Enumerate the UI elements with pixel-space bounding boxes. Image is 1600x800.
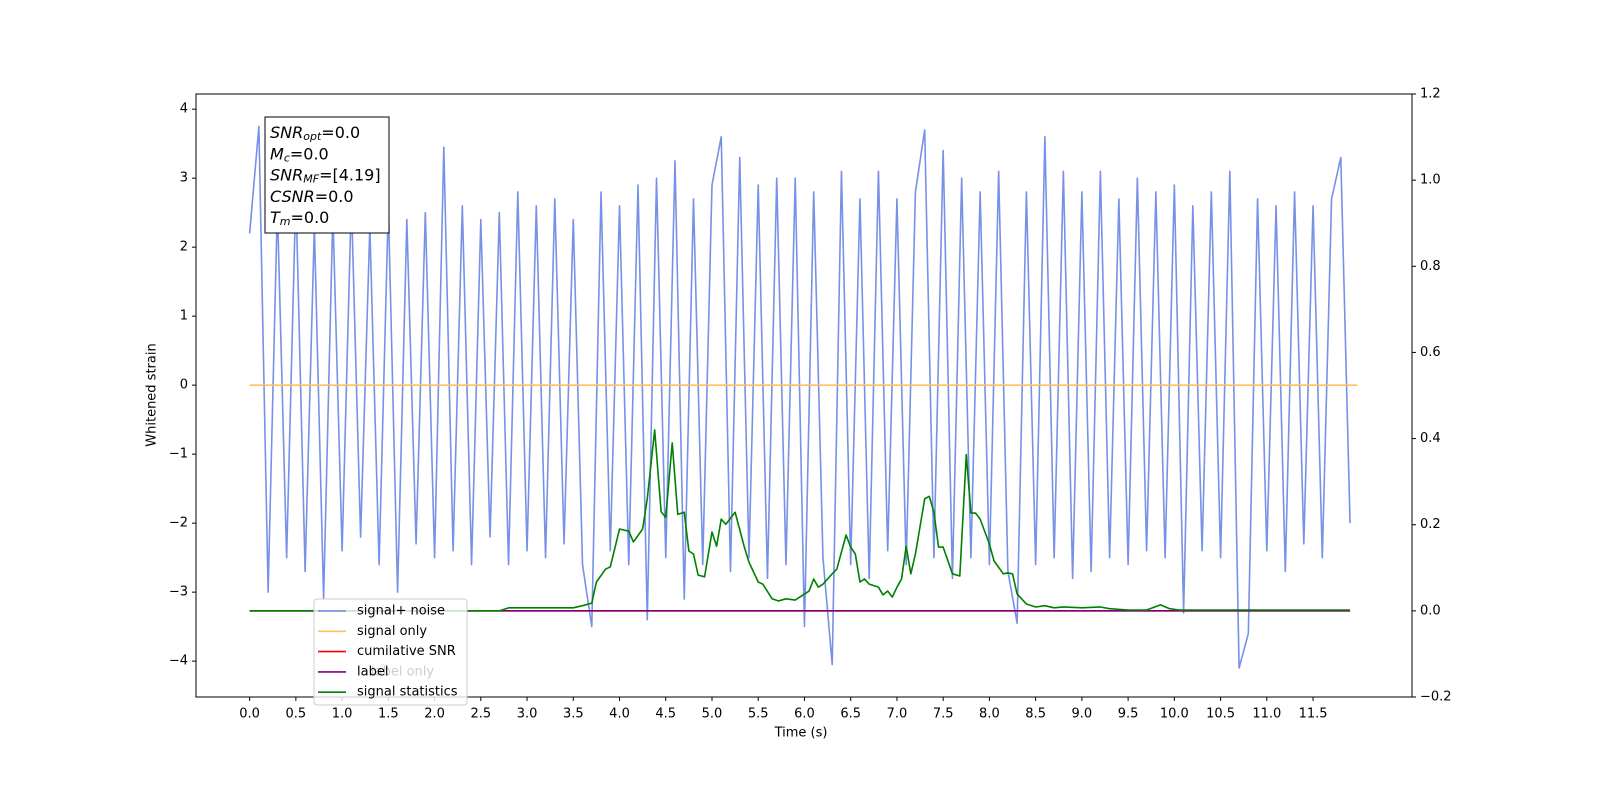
- legend-label: cumilative SNR: [357, 644, 456, 659]
- x-tick-label: 6.0: [794, 707, 815, 722]
- y-tick-label: 2: [180, 240, 188, 255]
- x-tick-label: 2.5: [470, 707, 491, 722]
- legend-label: label: [357, 664, 388, 679]
- x-tick-label: 4.0: [609, 707, 630, 722]
- y2-tick-label: 0.6: [1420, 345, 1441, 360]
- y2-tick-label: 0.2: [1420, 517, 1441, 532]
- annotation-sub: m: [280, 215, 291, 228]
- x-axis-label: Time (s): [774, 726, 828, 741]
- y2-tick-label: 1.0: [1420, 173, 1441, 188]
- x-tick-label: 8.5: [1025, 707, 1046, 722]
- y2-tick-label: 0.8: [1420, 259, 1441, 274]
- x-tick-label: 1.0: [332, 707, 353, 722]
- legend-label: signal+ noise: [357, 604, 445, 619]
- series-line: [248, 125, 1351, 669]
- x-tick-label: 2.0: [424, 707, 445, 722]
- annotation-value: =0.0: [315, 186, 354, 205]
- annotation: Mc=0.0: [270, 144, 329, 165]
- annotation-base: T: [270, 208, 281, 227]
- x-tick-label: 3.5: [563, 707, 584, 722]
- y2-tick-label: 0.4: [1420, 431, 1441, 446]
- x-tick-label: 9.0: [1072, 707, 1093, 722]
- y-tick-label: 3: [180, 171, 188, 186]
- x-tick-label: 11.0: [1252, 707, 1281, 722]
- y-tick-label: −2: [169, 516, 188, 531]
- x-tick-label: 6.5: [840, 707, 861, 722]
- annotation-base: CSNR: [270, 186, 315, 205]
- y-tick-label: 4: [180, 102, 188, 117]
- y2-tick-label: 1.2: [1420, 87, 1441, 102]
- x-tick-label: 8.0: [979, 707, 1000, 722]
- x-tick-label: 5.5: [748, 707, 769, 722]
- x-tick-label: 9.5: [1118, 707, 1139, 722]
- y-tick-label: 0: [180, 378, 188, 393]
- y2-tick-label: 0.0: [1420, 603, 1441, 618]
- x-tick-label: 11.5: [1299, 707, 1328, 722]
- annotation-value: =0.0: [290, 144, 329, 163]
- annotation-sub: c: [284, 151, 290, 164]
- annotation-base: M: [270, 144, 284, 163]
- x-tick-label: 7.5: [933, 707, 954, 722]
- x-tick-label: 3.0: [517, 707, 538, 722]
- y-axis-label: Whitened strain: [145, 343, 160, 446]
- series-line: [249, 429, 1351, 612]
- y-tick-label: −1: [169, 447, 188, 462]
- annotation: SNRopt=0.0: [270, 123, 360, 144]
- annotation-base: SNR: [270, 165, 303, 184]
- y-tick-label: −4: [169, 654, 188, 669]
- annotation: CSNR=0.0: [270, 186, 354, 205]
- legend-label: signal only: [357, 624, 427, 639]
- x-tick-label: 5.0: [702, 707, 723, 722]
- annotation-value: =0.0: [321, 123, 360, 142]
- annotation-sub: MF: [303, 173, 319, 186]
- y-tick-label: −3: [169, 585, 188, 600]
- x-tick-label: 4.5: [655, 707, 676, 722]
- annotation-base: SNR: [270, 123, 303, 142]
- annotation-value: =0.0: [291, 208, 330, 227]
- legend-label: signal statistics: [357, 685, 458, 700]
- y2-tick-label: −0.2: [1420, 690, 1452, 705]
- legend-frame: [313, 598, 468, 706]
- annotation: Tm=0.0: [270, 208, 329, 229]
- x-tick-label: 10.5: [1206, 707, 1235, 722]
- x-tick-label: 0.5: [286, 707, 307, 722]
- annotation-value: =[4.19]: [319, 165, 381, 184]
- x-tick-label: 1.5: [378, 707, 399, 722]
- annotation-sub: opt: [303, 130, 322, 143]
- annotation-box: SNRopt=0.0Mc=0.0SNRMF=[4.19]CSNR=0.0Tm=0…: [264, 116, 390, 234]
- x-tick-label: 0.0: [239, 707, 260, 722]
- y-tick-label: 1: [180, 309, 188, 324]
- annotation: SNRMF=[4.19]: [270, 165, 381, 186]
- x-tick-label: 7.0: [887, 707, 908, 722]
- annotation-frame: [264, 116, 390, 234]
- x-tick-label: 10.0: [1160, 707, 1189, 722]
